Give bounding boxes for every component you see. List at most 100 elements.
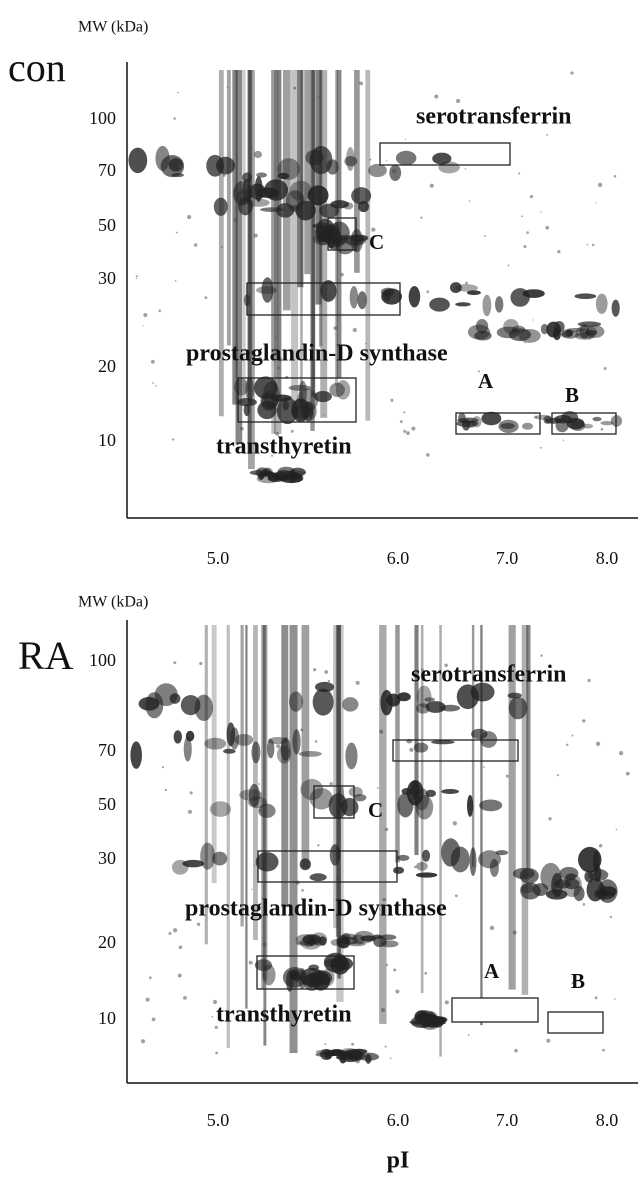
gel-spot — [296, 388, 319, 412]
gel-spot — [308, 935, 315, 947]
gel-spot — [150, 359, 155, 364]
gel-spot — [345, 742, 358, 770]
y-tick-label: 50 — [98, 794, 116, 814]
annotation: B — [571, 969, 585, 993]
gel-spot — [239, 789, 263, 801]
gel-spot — [408, 285, 421, 308]
gel-spot — [571, 734, 574, 737]
gel-spot — [526, 625, 531, 869]
gel-spot — [609, 915, 613, 919]
gel-spot — [209, 801, 231, 817]
gel-spot — [600, 428, 604, 431]
y-tick-label: 50 — [98, 215, 116, 235]
gel-spot — [293, 86, 297, 90]
gel-spot — [145, 997, 150, 1002]
gel-spot — [251, 741, 261, 764]
gel-spot — [358, 201, 369, 213]
gel-spot — [540, 654, 543, 657]
gel-spot — [309, 788, 333, 810]
gel-spot — [168, 931, 172, 935]
x-tick-label: 8.0 — [596, 1110, 619, 1130]
gel-spot — [582, 719, 586, 723]
gel-spot — [455, 302, 471, 307]
gel-spot — [425, 701, 446, 713]
gel-spot — [540, 323, 549, 335]
spot-box — [379, 142, 511, 166]
gel-spot — [625, 771, 630, 776]
y-axis-label: MW (kDa) — [78, 594, 148, 611]
gel-spot — [142, 325, 144, 327]
gel-spot — [222, 173, 226, 177]
gel-spot — [235, 70, 243, 445]
gel-spot — [480, 625, 483, 1026]
gel-spot — [277, 366, 280, 370]
gel-spot — [173, 730, 182, 744]
spot-box — [313, 785, 355, 819]
gel-spot — [288, 471, 299, 479]
gel-spot — [403, 411, 406, 414]
gel-spot — [258, 809, 262, 813]
gel-spot — [130, 741, 142, 769]
gel-spot — [613, 174, 617, 178]
gel-spot — [262, 964, 276, 986]
gel-spot — [415, 872, 438, 878]
gel-spot — [289, 625, 298, 1054]
gel-spot — [598, 843, 603, 848]
gel-spot — [495, 850, 509, 856]
gel-spot — [414, 788, 430, 811]
gel-spot — [161, 766, 165, 769]
gel-spot — [297, 70, 304, 288]
gel-image — [128, 70, 623, 484]
gel-spot — [426, 290, 430, 294]
annotation: transthyretin — [216, 1002, 352, 1028]
gel-spot — [276, 744, 281, 749]
gel-spot — [135, 275, 138, 278]
gel-spot — [456, 98, 461, 104]
gel-spot — [288, 384, 312, 391]
gel-spot — [220, 246, 223, 248]
gel-spot — [591, 243, 595, 247]
gel-spot — [276, 70, 282, 403]
gel-spot — [420, 625, 424, 994]
gel-spot — [357, 291, 367, 310]
gel-spot — [397, 854, 410, 861]
gel-spot — [226, 722, 236, 747]
gel-spot — [183, 736, 192, 762]
gel-spot — [326, 1050, 347, 1057]
y-tick-label: 70 — [98, 740, 116, 760]
gel-spot — [292, 729, 301, 755]
gel-spot — [226, 625, 230, 1049]
gel-spot — [489, 925, 495, 931]
gel-spot — [385, 160, 388, 162]
gel-spot — [618, 750, 624, 756]
gel-spot — [242, 70, 246, 404]
gel-spot — [484, 234, 486, 237]
gel-spot — [281, 625, 289, 908]
gel-spot — [330, 200, 349, 209]
gel-spot — [323, 414, 325, 416]
gel-spot — [365, 1053, 372, 1064]
gel-spot — [264, 179, 289, 201]
gel-spot — [290, 429, 294, 433]
gel-spot — [263, 625, 267, 1046]
gel-spot — [426, 453, 430, 457]
gel-spot — [351, 187, 372, 205]
gel-spot — [553, 328, 561, 341]
gel-spot — [245, 625, 248, 1009]
spot-box — [547, 1011, 604, 1034]
gel-spot — [384, 827, 389, 832]
gel-spot — [582, 903, 586, 906]
gel-spot — [214, 1025, 218, 1029]
gel-spot — [571, 981, 575, 985]
gel-spot — [467, 1034, 470, 1036]
annotation: B — [565, 383, 579, 407]
gel-spot — [507, 264, 510, 267]
gel-spot — [430, 740, 455, 745]
gel-spot — [512, 930, 517, 935]
y-tick-label: 10 — [98, 1008, 116, 1028]
gel-spot — [301, 402, 317, 421]
x-tick-label: 8.0 — [596, 548, 619, 568]
gel-spot — [251, 888, 253, 891]
gel-spot — [299, 858, 311, 871]
gel-spot — [587, 678, 591, 683]
